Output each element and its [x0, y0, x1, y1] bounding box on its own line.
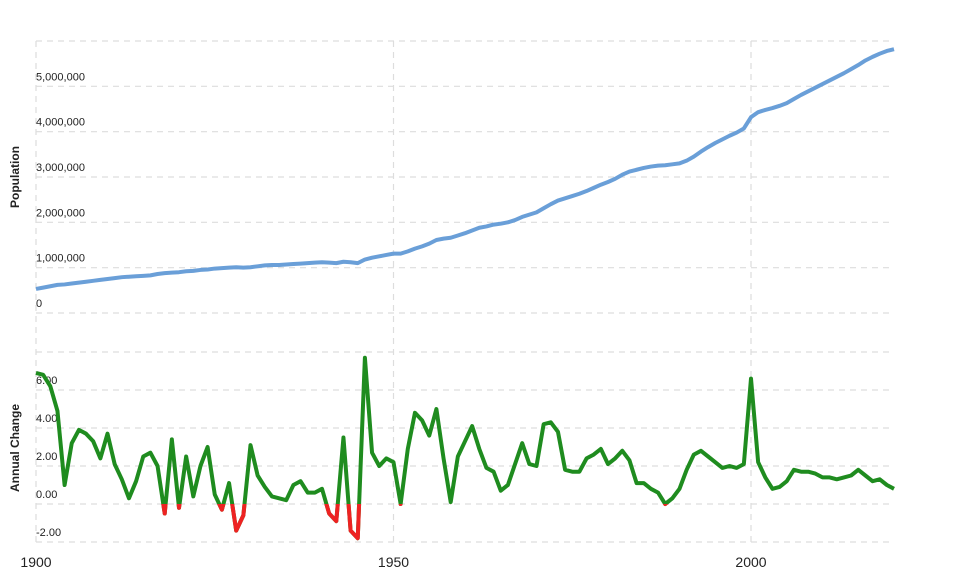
- y-axis-title: Annual Change: [8, 404, 22, 492]
- y-tick-label: 2.00: [36, 451, 57, 463]
- data-line: [35, 47, 895, 291]
- y-tick-label: 4,000,000: [36, 117, 85, 129]
- x-tick-label: 1950: [378, 554, 409, 570]
- y-tick-label: 2,000,000: [36, 207, 85, 219]
- y-tick-label: -2.00: [36, 527, 61, 539]
- y-tick-label: 3,000,000: [36, 162, 85, 174]
- x-tick-label: 1900: [20, 554, 51, 570]
- y-tick-label: 1,000,000: [36, 253, 85, 265]
- y-axis-title: Population: [8, 146, 22, 208]
- y-tick-label: 0: [36, 298, 42, 310]
- negative-line: [161, 504, 669, 541]
- y-tick-label: 4.00: [36, 413, 57, 425]
- y-tick-label: 5,000,000: [36, 71, 85, 83]
- x-tick-label: 2000: [735, 554, 766, 570]
- y-tick-label: 0.00: [36, 489, 57, 501]
